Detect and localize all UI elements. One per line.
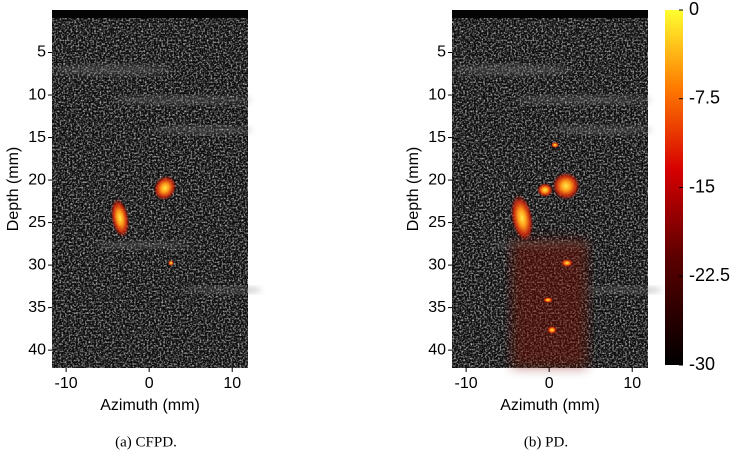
y-tick-label: 20 — [28, 171, 46, 188]
colorbar-tick-label: 0 — [689, 0, 699, 19]
flow-signal — [510, 194, 534, 242]
x-tick-label: 10 — [223, 375, 241, 392]
flow-signal — [168, 260, 174, 266]
y-tick-label: 10 — [428, 86, 446, 103]
flow-signal — [552, 172, 580, 200]
flow-signal — [153, 175, 177, 201]
y-tick-label: 25 — [428, 214, 446, 231]
flow-trail — [512, 240, 587, 368]
y-axis-label: Depth (mm) — [5, 147, 22, 231]
colorbar: 0 -7.5 -15 -22.5 -30 — [665, 0, 730, 374]
tissue-streak — [452, 64, 572, 76]
flow-signal — [110, 198, 130, 238]
x-tick-label: 0 — [545, 375, 554, 392]
tissue-streak — [182, 286, 262, 294]
colorbar-tick-label: -15 — [689, 176, 715, 196]
caption: (a) CFPD. — [115, 434, 177, 450]
flow-signal — [561, 259, 573, 267]
colorbar-gradient — [665, 10, 683, 365]
tissue-streak — [112, 95, 252, 105]
colorbar-tick-label: -22.5 — [689, 265, 730, 285]
y-tick-label: 5 — [37, 44, 46, 61]
y-tick-label: 10 — [28, 86, 46, 103]
y-tick-label: 15 — [28, 129, 46, 146]
x-tick-label: 0 — [145, 375, 154, 392]
y-tick-label: 40 — [28, 341, 46, 358]
flow-signal — [543, 297, 553, 303]
colorbar-tick-label: -7.5 — [689, 88, 720, 108]
y-tick-label: 20 — [428, 171, 446, 188]
flow-signal — [551, 142, 559, 148]
flow-signal — [547, 326, 557, 334]
y-tick-label: 5 — [437, 44, 446, 61]
colorbar-tick-label: -30 — [689, 354, 715, 374]
tissue-streak — [52, 64, 172, 76]
y-tick-label: 30 — [28, 256, 46, 273]
top-band — [52, 10, 248, 18]
top-band — [452, 10, 648, 18]
y-tick-label: 30 — [428, 256, 446, 273]
y-axis-label: Depth (mm) — [405, 147, 422, 231]
tissue-streak — [582, 286, 662, 294]
tissue-streak — [512, 95, 652, 105]
panel: -10 0 10 5 10 15 20 25 30 35 40 Azimuth (mm) Depth (… — [405, 10, 662, 450]
x-tick-label: -10 — [455, 375, 478, 392]
tissue-streak — [152, 125, 252, 135]
y-tick-label: 25 — [28, 214, 46, 231]
caption: (b) PD. — [524, 434, 568, 450]
x-axis-label: Azimuth (mm) — [100, 397, 200, 414]
x-tick-label: 10 — [623, 375, 641, 392]
y-tick-label: 40 — [428, 341, 446, 358]
y-tick-label: 35 — [28, 299, 46, 316]
flow-signal — [537, 183, 553, 197]
tissue-streak — [552, 125, 652, 135]
y-tick-label: 15 — [428, 129, 446, 146]
tissue-streak — [92, 241, 192, 249]
x-tick-label: -10 — [55, 375, 78, 392]
panel: -10 0 10 5 10 15 20 25 30 35 40 Azimuth (mm) Depth (… — [5, 10, 262, 450]
speckle — [52, 10, 248, 368]
x-axis-label: Azimuth (mm) — [500, 397, 600, 414]
y-tick-label: 35 — [428, 299, 446, 316]
